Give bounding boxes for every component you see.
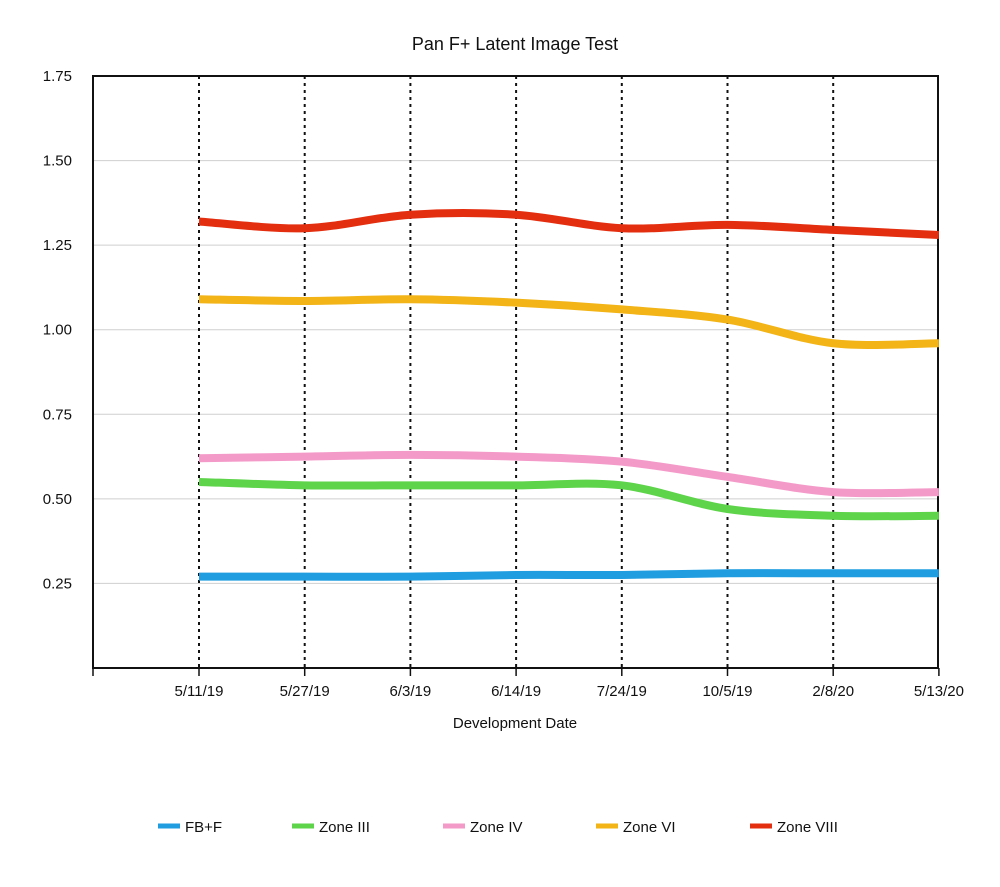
series-lines [198,209,940,581]
x-tick-label: 5/11/19 [175,683,224,700]
x-tick-label: 5/13/20 [914,683,964,700]
category-dotted-lines [198,76,835,668]
series-line-zone-iii [198,477,939,521]
x-tick-label: 10/5/19 [702,683,752,700]
y-tick-label: 0.50 [43,491,72,508]
legend: FB+F Zone III Zone IV Zone VI Zone VIII [158,819,838,836]
axes [92,75,940,676]
legend-label-zone-iv: Zone IV [470,819,523,836]
x-tick-label: 2/8/20 [812,683,854,700]
x-tick-label: 6/14/19 [491,683,541,700]
x-tick-labels: 5/11/19 5/27/19 6/3/19 6/14/19 7/24/19 10/5/1… [175,683,964,700]
y-tick-label: 1.25 [43,237,72,254]
y-tick-label: 0.75 [43,406,72,423]
chart-title: Pan F+ Latent Image Test [412,34,618,54]
y-tick-label: 1.50 [43,153,72,170]
series-line-zone-vi [198,295,939,349]
x-tick-label: 6/3/19 [390,683,432,700]
legend-label-zone-vi: Zone VI [623,819,676,836]
series-line-zone-iv [198,450,939,498]
legend-label-zone-iii: Zone III [319,819,370,836]
y-tick-labels: 0.25 0.50 0.75 1.00 1.25 1.50 1.75 [43,68,72,592]
x-tick-label: 7/24/19 [597,683,647,700]
legend-label-zone-viii: Zone VIII [777,819,838,836]
y-tick-label: 0.25 [43,575,72,592]
x-tick-label: 5/27/19 [280,683,330,700]
series-line-zone-viii [198,209,940,239]
legend-label-fb-f: FB+F [185,819,222,836]
series-line-fb-f [198,569,939,581]
y-tick-label: 1.75 [43,68,72,85]
x-axis-label: Development Date [453,715,577,732]
y-tick-label: 1.00 [43,322,72,339]
